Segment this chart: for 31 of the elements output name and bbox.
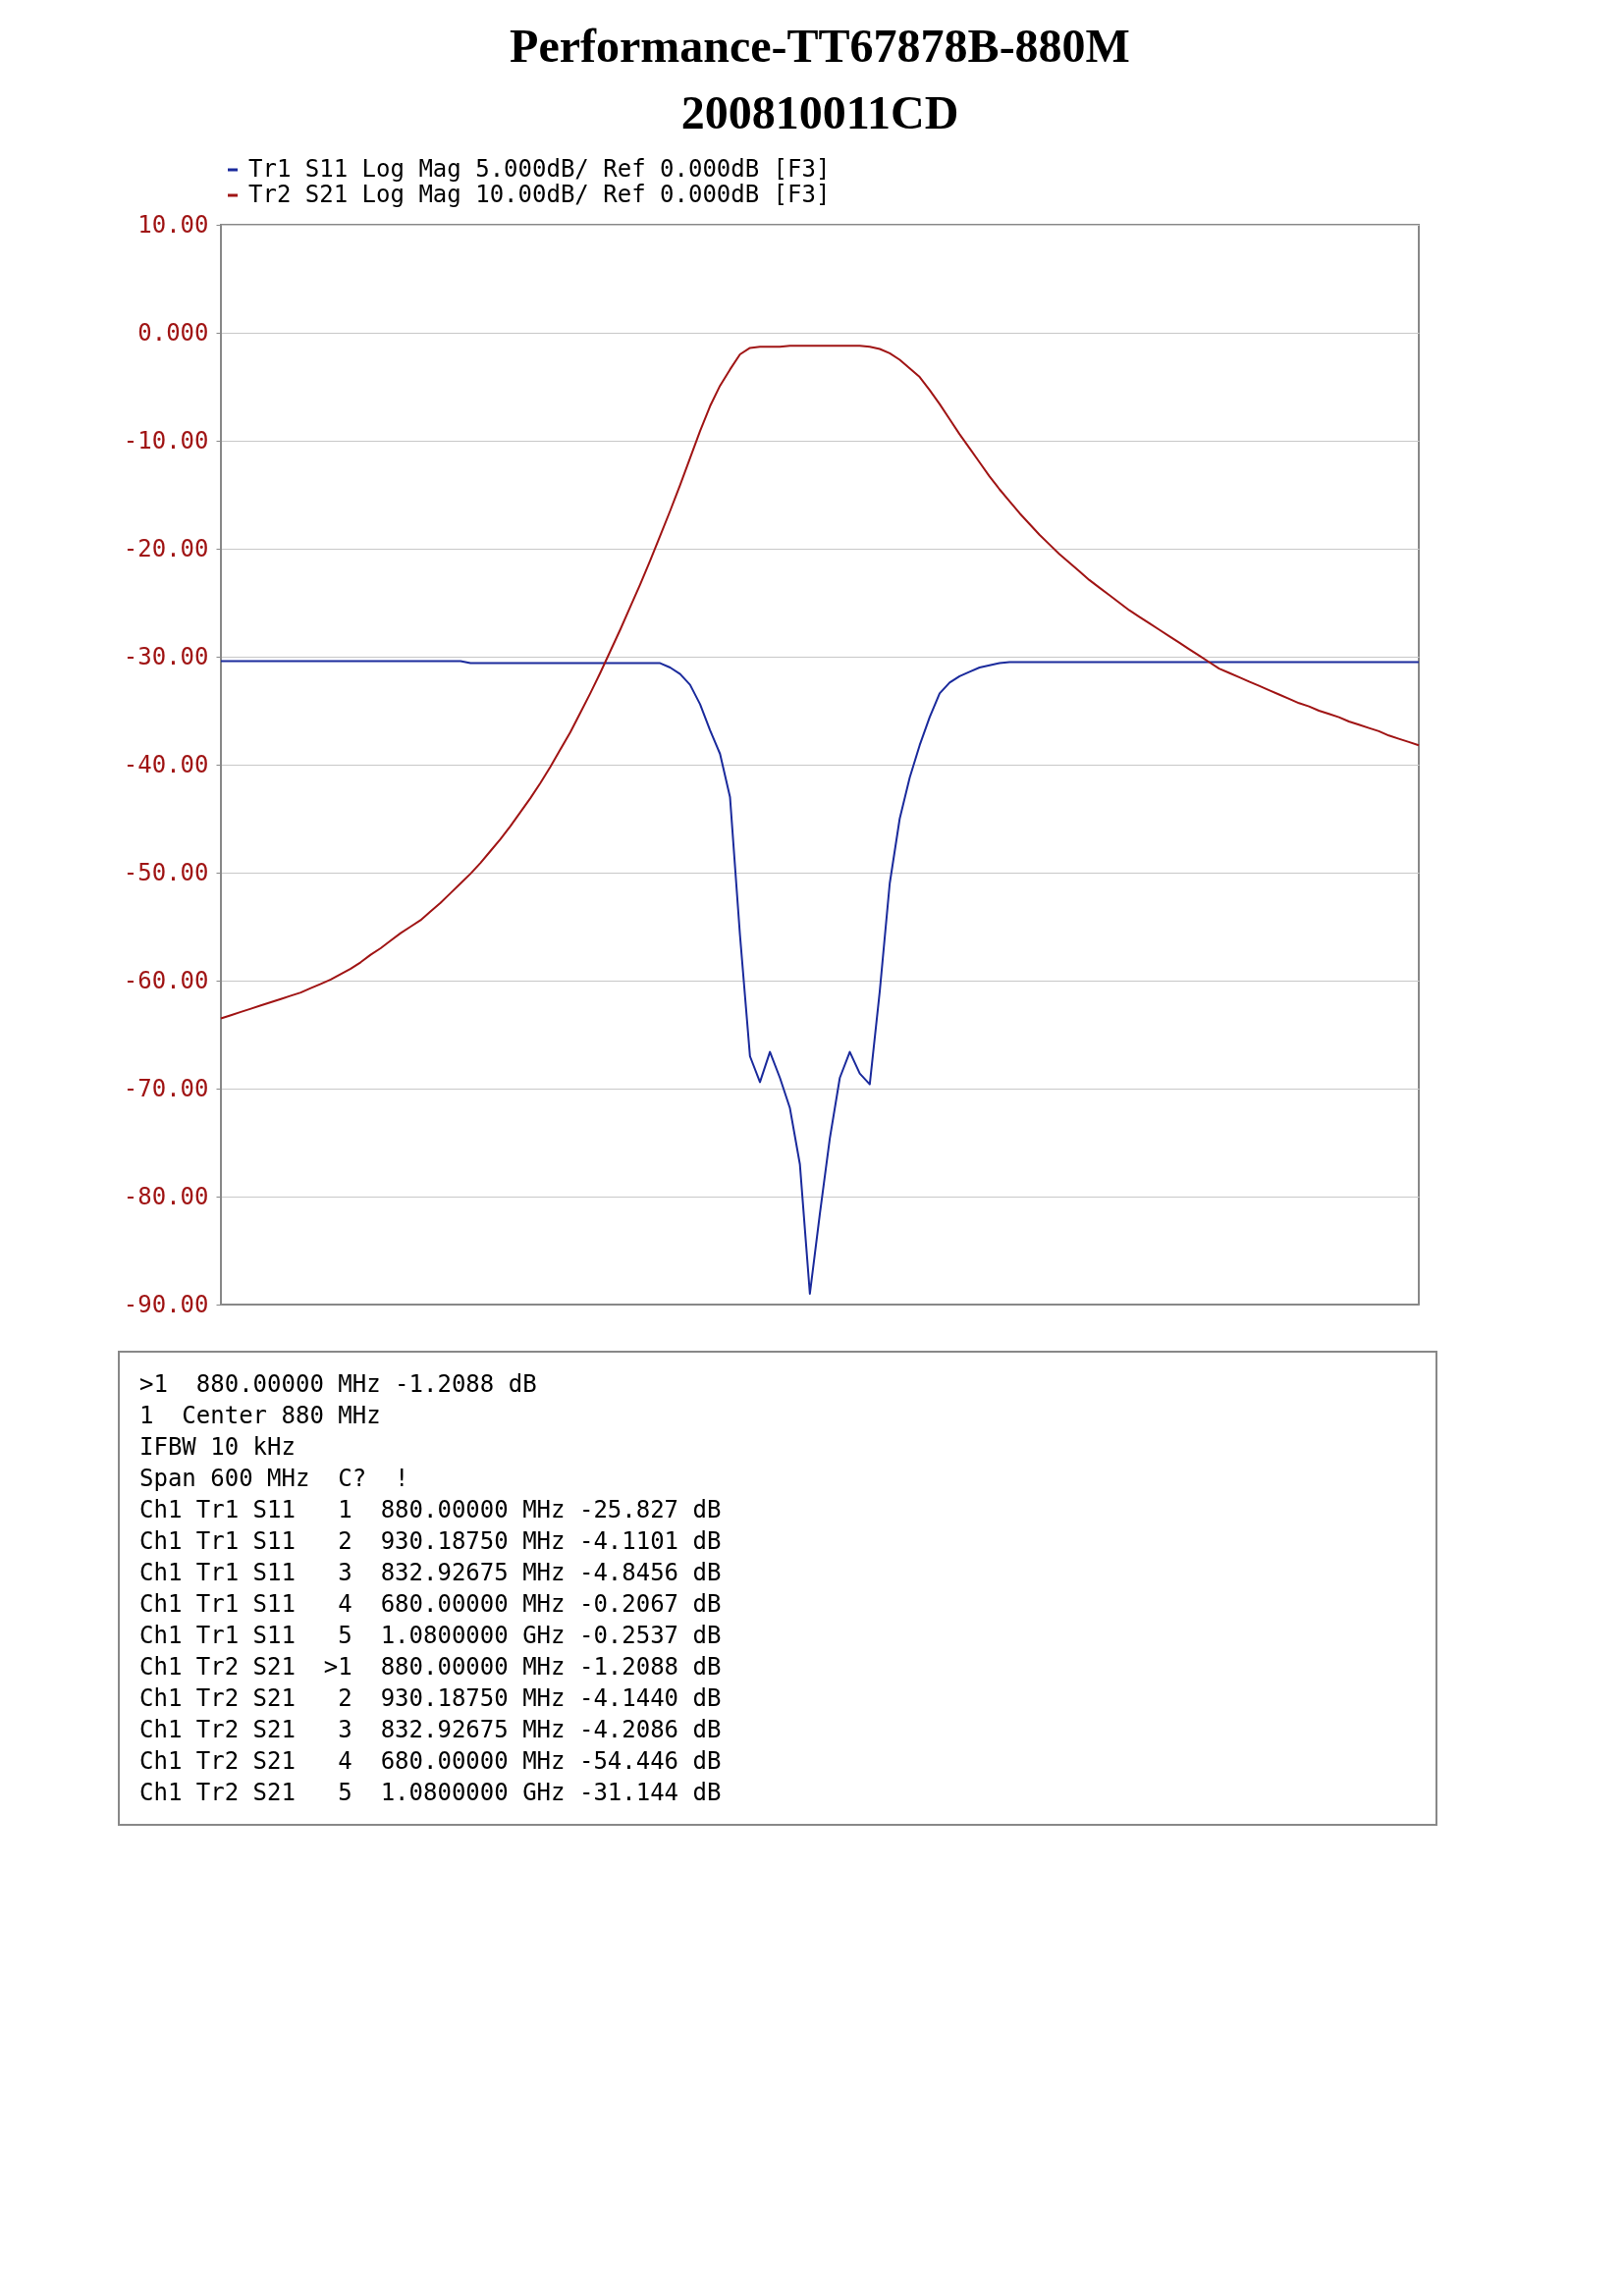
line-series [220,345,1420,1020]
text: Ch1 Tr2 S21 >1 880.00000 MHz -1.2088 dB [139,1653,723,1681]
text: >1 880.00000 MHz -1.2088 dB [139,1370,538,1398]
y-tick-label: -50.00 [123,858,209,886]
text: Ch1 Tr2 S21 2 930.18750 MHz -4.1440 dB [139,1684,723,1712]
line-series [220,660,1420,1295]
y-tick-label: -20.00 [123,534,209,562]
text: Ch1 Tr1 S11 2 930.18750 MHz -4.1101 dB [139,1527,723,1555]
y-tick-label: -80.00 [123,1182,209,1210]
y-tick-label: -40.00 [123,750,209,778]
text: Ch1 Tr2 S21 5 1.0800000 GHz -31.144 dB [139,1779,723,1806]
text: Ch1 Tr1 S11 5 1.0800000 GHz -0.2537 dB [139,1622,723,1649]
text: IFBW 10 kHz [139,1433,297,1461]
text: Ch1 Tr1 S11 4 680.00000 MHz -0.2067 dB [139,1590,723,1618]
y-tick-label: 0.000 [137,318,209,347]
y-tick-label: -30.00 [123,642,209,670]
text: Ch1 Tr1 S11 3 832.92675 MHz -4.8456 dB [139,1559,723,1586]
chart-subtitle: 200810011CD [680,86,959,138]
y-tick-label: -10.00 [123,426,209,454]
legend-label: Tr2 S21 Log Mag 10.00dB/ Ref 0.000dB [F3] [248,181,831,208]
legend-label: Tr1 S11 Log Mag 5.000dB/ Ref 0.000dB [F3] [248,155,831,183]
text: Span 600 MHz C? ! [139,1465,410,1492]
y-tick-label: -70.00 [123,1074,209,1102]
text: Ch1 Tr2 S21 4 680.00000 MHz -54.446 dB [139,1747,723,1775]
text: 1 Center 880 MHz [139,1402,382,1429]
text: Ch1 Tr1 S11 1 880.00000 MHz -25.827 dB [139,1496,723,1523]
y-tick-label: 10.00 [137,210,209,239]
text: Ch1 Tr2 S21 3 832.92675 MHz -4.2086 dB [139,1716,723,1743]
chart-title: Performance-TT67878B-880M [510,20,1130,72]
y-tick-label: -60.00 [123,966,209,994]
y-tick-label: -90.00 [123,1290,209,1318]
